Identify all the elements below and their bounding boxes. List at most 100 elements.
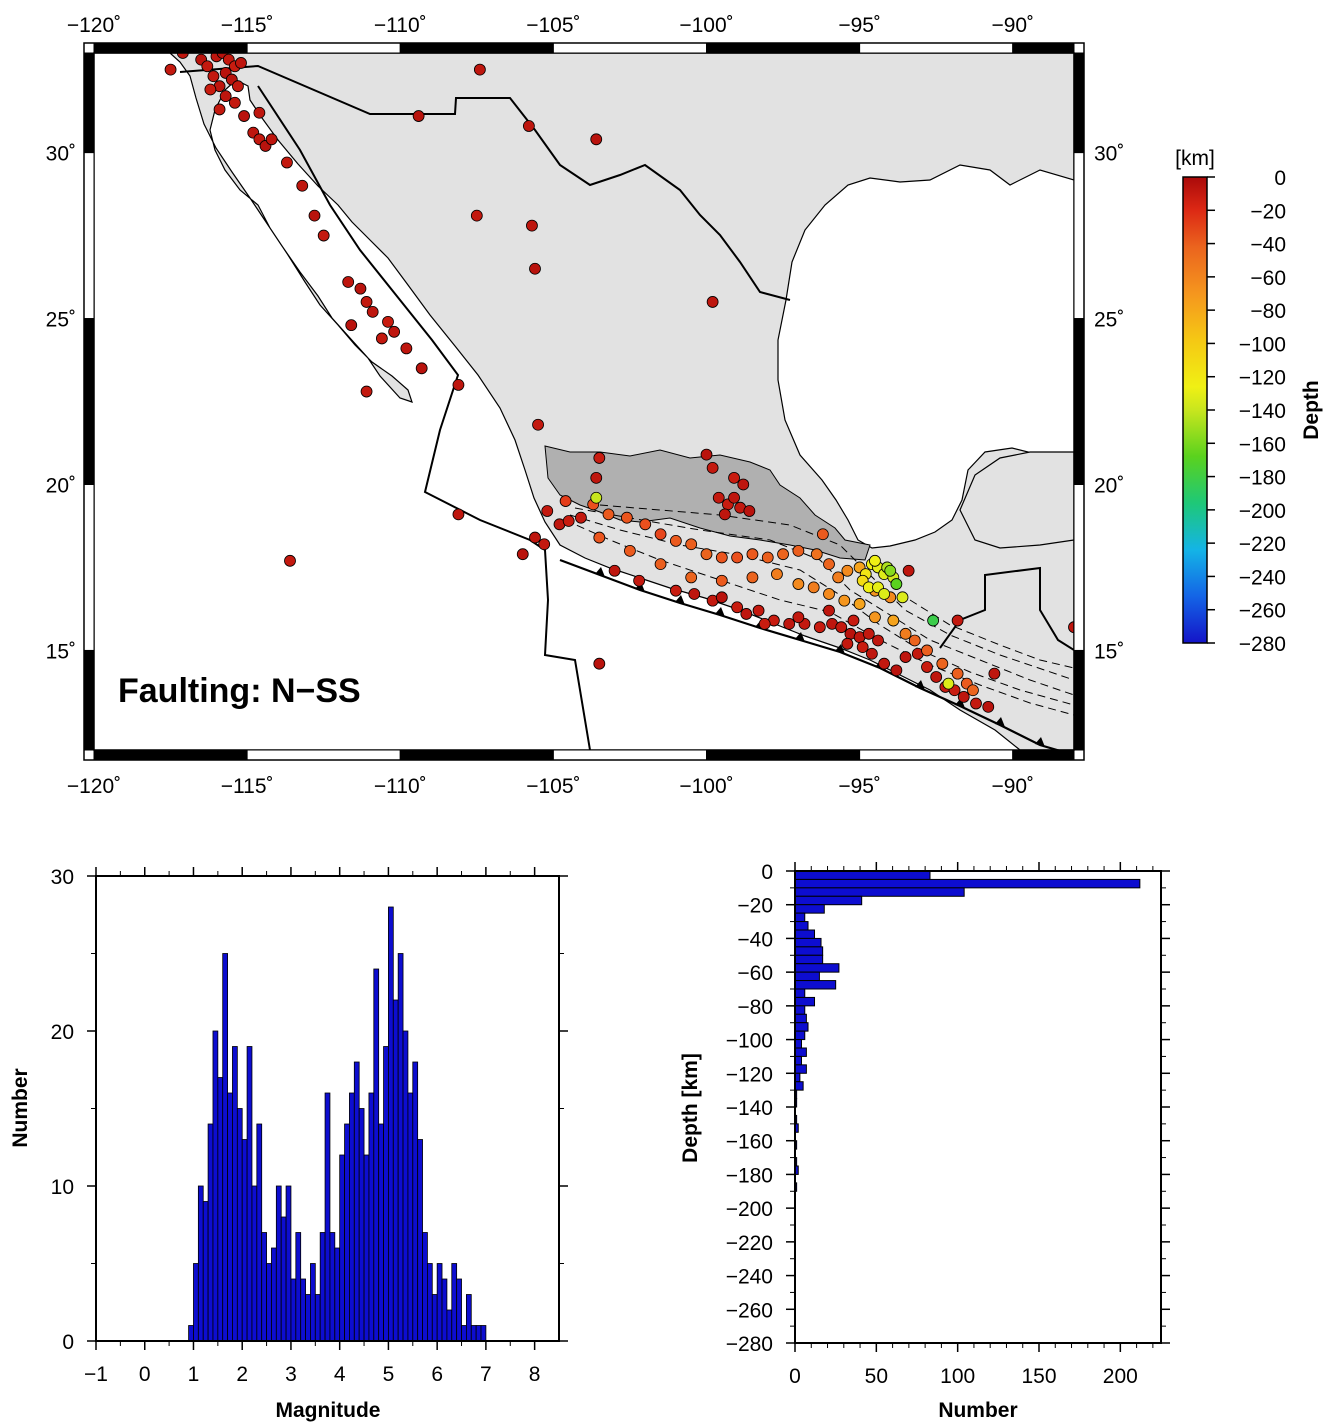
frame-segment (246, 42, 401, 54)
depth-histogram: 0 50 100 150 200 0 −20 −40 −60 −80 −100 −120 −140 −16… (679, 861, 1170, 1422)
earthquake-point (792, 611, 805, 624)
frame-segment (1073, 318, 1085, 485)
colorbar-tick-label: −220 (1239, 533, 1286, 556)
earthquake-point (761, 551, 774, 564)
magnitude-bar (407, 1092, 414, 1342)
earthquake-point (700, 448, 713, 461)
trench-tooth (955, 698, 965, 708)
frame-segment (1073, 52, 1085, 154)
colorbar-tick-label: −260 (1239, 600, 1286, 623)
depth-ytick-label: −140 (726, 1097, 773, 1120)
magnitude-bar (402, 1030, 409, 1342)
earthquake-point (602, 508, 615, 521)
earthquake-point (228, 96, 241, 109)
magnitude-ytick-label: 30 (51, 866, 74, 889)
earthquake-point (887, 614, 900, 627)
magnitude-bar (417, 1139, 423, 1342)
earthquake-point (731, 551, 744, 564)
magnitude-xlabel: Magnitude (276, 1399, 381, 1422)
depth-bar (794, 980, 837, 990)
magnitude-bar (188, 1325, 194, 1342)
depth-ytick-label: −100 (726, 1030, 773, 1053)
magnitude-xtick-label: 0 (139, 1363, 151, 1386)
earthquake-point (685, 571, 698, 584)
magnitude-bar (431, 1294, 438, 1342)
magnitude-bar (383, 1046, 389, 1342)
earthquake-point (771, 568, 783, 580)
frame-outline (83, 42, 1085, 761)
earthquake-point (847, 614, 860, 627)
earthquake-point (590, 491, 603, 504)
frame-segment (859, 749, 1014, 761)
earthquake-point (884, 564, 897, 577)
depth-ytick-label: −200 (726, 1198, 773, 1221)
earthquake-point (832, 571, 845, 584)
magnitude-bar (217, 1077, 224, 1342)
magnitude-bar (412, 1061, 419, 1342)
frame-segment (83, 152, 95, 320)
earthquake-point (752, 604, 765, 617)
earthquake-point (265, 133, 278, 146)
depth-bar (794, 904, 825, 914)
earthquake-point (342, 276, 355, 288)
frame-segment (859, 42, 1014, 54)
depth-ytick-label: −80 (737, 996, 773, 1019)
magnitude-bar (232, 1046, 238, 1342)
magnitude-bar (378, 1123, 384, 1342)
colorbar-tick-label: −120 (1239, 367, 1286, 390)
earthquake-point (219, 90, 232, 103)
colorbar-tick-label: −100 (1239, 333, 1286, 356)
earthquake-point (835, 621, 848, 634)
frame-segment (1073, 483, 1085, 651)
earthquake-point (388, 325, 401, 338)
earthquake-point (529, 531, 541, 544)
map-lat-label-left: 20˚ (46, 474, 76, 497)
magnitude-bar (266, 1263, 272, 1342)
earthquake-point (345, 319, 358, 332)
depth-bar (794, 1013, 807, 1024)
magnitude-bar (324, 1092, 331, 1342)
central-america-border (939, 566, 1074, 651)
map-lon-label-bottom: −95˚ (838, 775, 881, 798)
magnitude-bar (465, 1294, 472, 1342)
earthquake-point (890, 664, 903, 677)
magnitude-xtick-label: 7 (480, 1363, 492, 1386)
colorbar-tick-label: −80 (1250, 300, 1286, 323)
land-yucatan (959, 451, 1074, 549)
magnitude-bar (344, 1123, 350, 1342)
map-label: Faulting: N−SS (118, 672, 361, 710)
magnitude-bar (251, 1185, 258, 1342)
map-lat-labels: 30˚ 30˚ 25˚ 25˚ 20˚ 20˚ 15˚ 15˚ (46, 143, 1125, 664)
earthquake-point (366, 305, 379, 318)
depth-bar (794, 887, 965, 897)
earthquake-point (415, 362, 428, 375)
map-lat-label-left: 25˚ (46, 309, 76, 332)
depth-xlabel: Number (938, 1399, 1017, 1422)
depth-frame (794, 870, 1162, 1344)
magnitude-bar (197, 1185, 204, 1342)
earthquake-point (593, 531, 606, 544)
earthquake-point (639, 518, 652, 531)
magnitude-bar (349, 1092, 355, 1342)
land-mainland (94, 53, 1074, 750)
depth-ytick-label: −280 (726, 1333, 773, 1356)
magnitude-xtick-label: 3 (285, 1363, 297, 1386)
depth-ytick-label: −180 (726, 1164, 773, 1187)
earthquake-point (838, 594, 851, 607)
trench-tooth (795, 632, 805, 642)
earthquake-point (715, 551, 728, 564)
magnitude-bar (436, 1263, 443, 1342)
earthquake-point (878, 588, 891, 600)
earthquake-point (654, 558, 667, 571)
earthquake-point (238, 110, 250, 122)
frame-segment (93, 749, 248, 761)
magnitude-bar (285, 1185, 292, 1342)
earthquake-point (758, 617, 771, 630)
colorbar-title: Depth (1300, 380, 1323, 440)
earthquake-point (317, 229, 330, 242)
magnitude-bar (212, 1030, 219, 1342)
earthquake-point (235, 57, 247, 69)
earthquake-point (688, 588, 701, 600)
depth-bars (794, 870, 1141, 1192)
magnitude-bar (392, 999, 399, 1342)
